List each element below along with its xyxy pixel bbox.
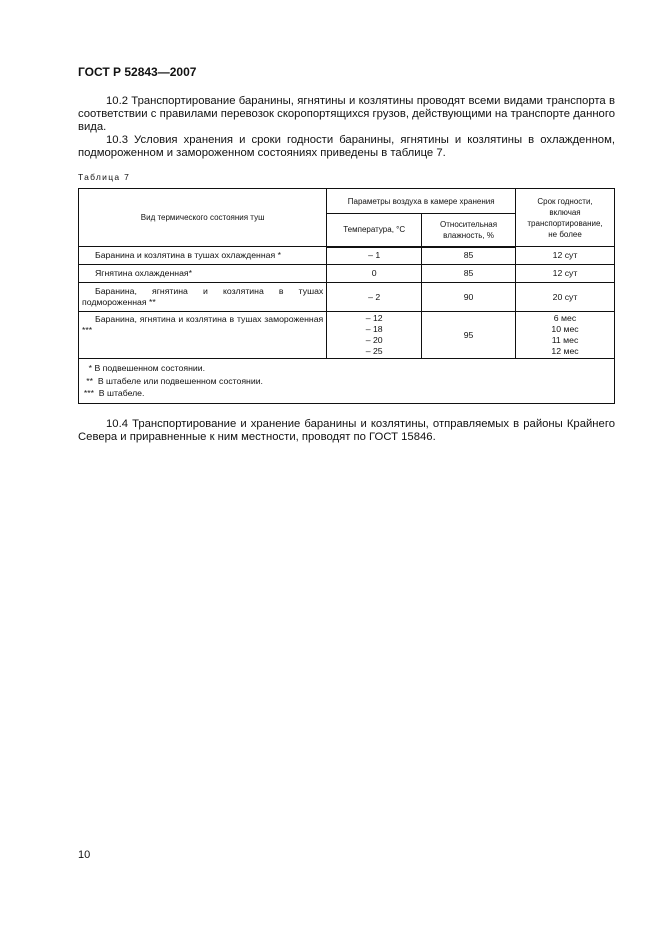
paragraph-text: 10.4 Транспортирование и хранение барани… — [78, 418, 615, 444]
paragraph-10-3: 10.3 Условия хранения и сроки годности б… — [78, 134, 615, 160]
header-humidity: Относительная влажность, % — [421, 213, 517, 248]
paragraph-10-4: 10.4 Транспортирование и хранение барани… — [78, 418, 615, 444]
table-row: Баранина и козлятина в тушах охлажденная… — [77, 246, 615, 265]
cell-hum: 85 — [421, 246, 517, 265]
table-7: Вид термического состояния туш Параметры… — [77, 188, 615, 404]
cell-type: Баранина и козлятина в тушах охлажденная… — [77, 246, 328, 265]
page-number: 10 — [78, 849, 91, 861]
cell-hum: 85 — [421, 264, 517, 283]
footnote: ** В штабеле или подвешенном состоянии. — [79, 375, 263, 386]
cell-shelf: 12 сут — [515, 246, 615, 265]
table-row: Баранина, ягнятина и козлятина в тушах п… — [77, 282, 615, 312]
footnote: * В подвешенном состоянии. — [79, 363, 205, 373]
cell-hum: 90 — [421, 282, 517, 312]
cell-shelf: 12 сут — [515, 264, 615, 283]
cell-temp: – 1 — [326, 246, 423, 265]
paragraph-text: 10.2 Транспортирование баранины, ягнятин… — [78, 95, 615, 134]
shelf-value: 6 мес — [553, 313, 577, 323]
cell-shelf: 6 мес 10 мес 11 мес 12 мес — [515, 311, 615, 359]
paragraph-10-2: 10.2 Транспортирование баранины, ягнятин… — [78, 95, 615, 135]
paragraph-text: 10.3 Условия хранения и сроки годности б… — [78, 134, 615, 160]
header-type: Вид термического состояния туш — [77, 188, 328, 247]
header-air-params: Параметры воздуха в камере хранения — [326, 188, 517, 214]
cell-hum: 95 — [421, 311, 517, 359]
shelf-value: 11 мес — [551, 335, 579, 345]
shelf-value: 10 мес — [551, 324, 579, 334]
table-caption: Таблица 7 — [78, 172, 131, 182]
cell-shelf: 20 сут — [515, 282, 615, 312]
header-shelf-life: Срок годности, включая транспортирование… — [515, 188, 615, 247]
cell-type: Баранина, ягнятина и козлятина в тушах з… — [77, 311, 328, 359]
temp-value: – 12 — [365, 313, 383, 323]
document-header: ГОСТ Р 52843—2007 — [78, 65, 197, 79]
table-row: Ягнятина охлажденная* 0 85 12 сут — [77, 264, 615, 283]
footnotes: * В подвешенном состоянии. ** В штабеле … — [78, 358, 615, 404]
cell-type: Ягнятина охлажденная* — [77, 264, 328, 283]
shelf-value: 12 мес — [551, 346, 579, 356]
table-row: Баранина, ягнятина и козлятина в тушах з… — [77, 311, 615, 359]
temp-value: – 25 — [365, 346, 383, 356]
temp-value: – 18 — [365, 324, 383, 334]
cell-temp: 0 — [326, 264, 423, 283]
cell-type: Баранина, ягнятина и козлятина в тушах п… — [77, 282, 328, 312]
cell-temp: – 2 — [326, 282, 423, 312]
footnote: *** В штабеле. — [79, 388, 145, 398]
footnotes-row: * В подвешенном состоянии. ** В штабеле … — [78, 358, 615, 404]
cell-temp: – 12 – 18 – 20 – 25 — [326, 311, 423, 359]
temp-value: – 20 — [365, 335, 383, 345]
header-temperature: Температура, °С — [326, 213, 423, 248]
